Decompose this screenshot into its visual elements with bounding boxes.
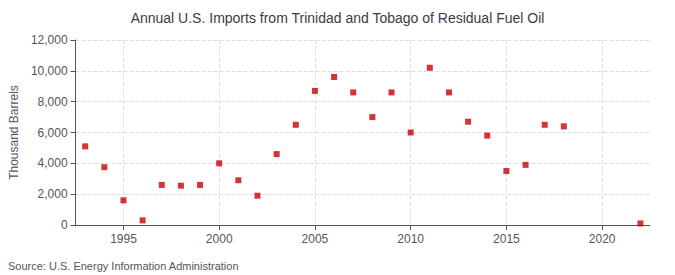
- svg-text:2000: 2000: [206, 232, 233, 246]
- svg-text:Thousand Barrels: Thousand Barrels: [7, 85, 21, 180]
- svg-text:4,000: 4,000: [38, 156, 68, 170]
- svg-text:2010: 2010: [397, 232, 424, 246]
- svg-text:Source: U.S. Energy Informatio: Source: U.S. Energy Information Administ…: [8, 260, 239, 272]
- svg-text:2,000: 2,000: [38, 187, 68, 201]
- svg-text:6,000: 6,000: [38, 126, 68, 140]
- svg-text:2005: 2005: [302, 232, 329, 246]
- svg-text:0: 0: [61, 218, 68, 232]
- svg-text:2020: 2020: [589, 232, 616, 246]
- svg-text:12,000: 12,000: [31, 33, 68, 47]
- svg-text:8,000: 8,000: [38, 95, 68, 109]
- svg-text:1995: 1995: [110, 232, 137, 246]
- svg-text:10,000: 10,000: [31, 64, 68, 78]
- svg-text:2015: 2015: [493, 232, 520, 246]
- svg-text:Annual U.S. Imports from Trini: Annual U.S. Imports from Trinidad and To…: [131, 10, 545, 26]
